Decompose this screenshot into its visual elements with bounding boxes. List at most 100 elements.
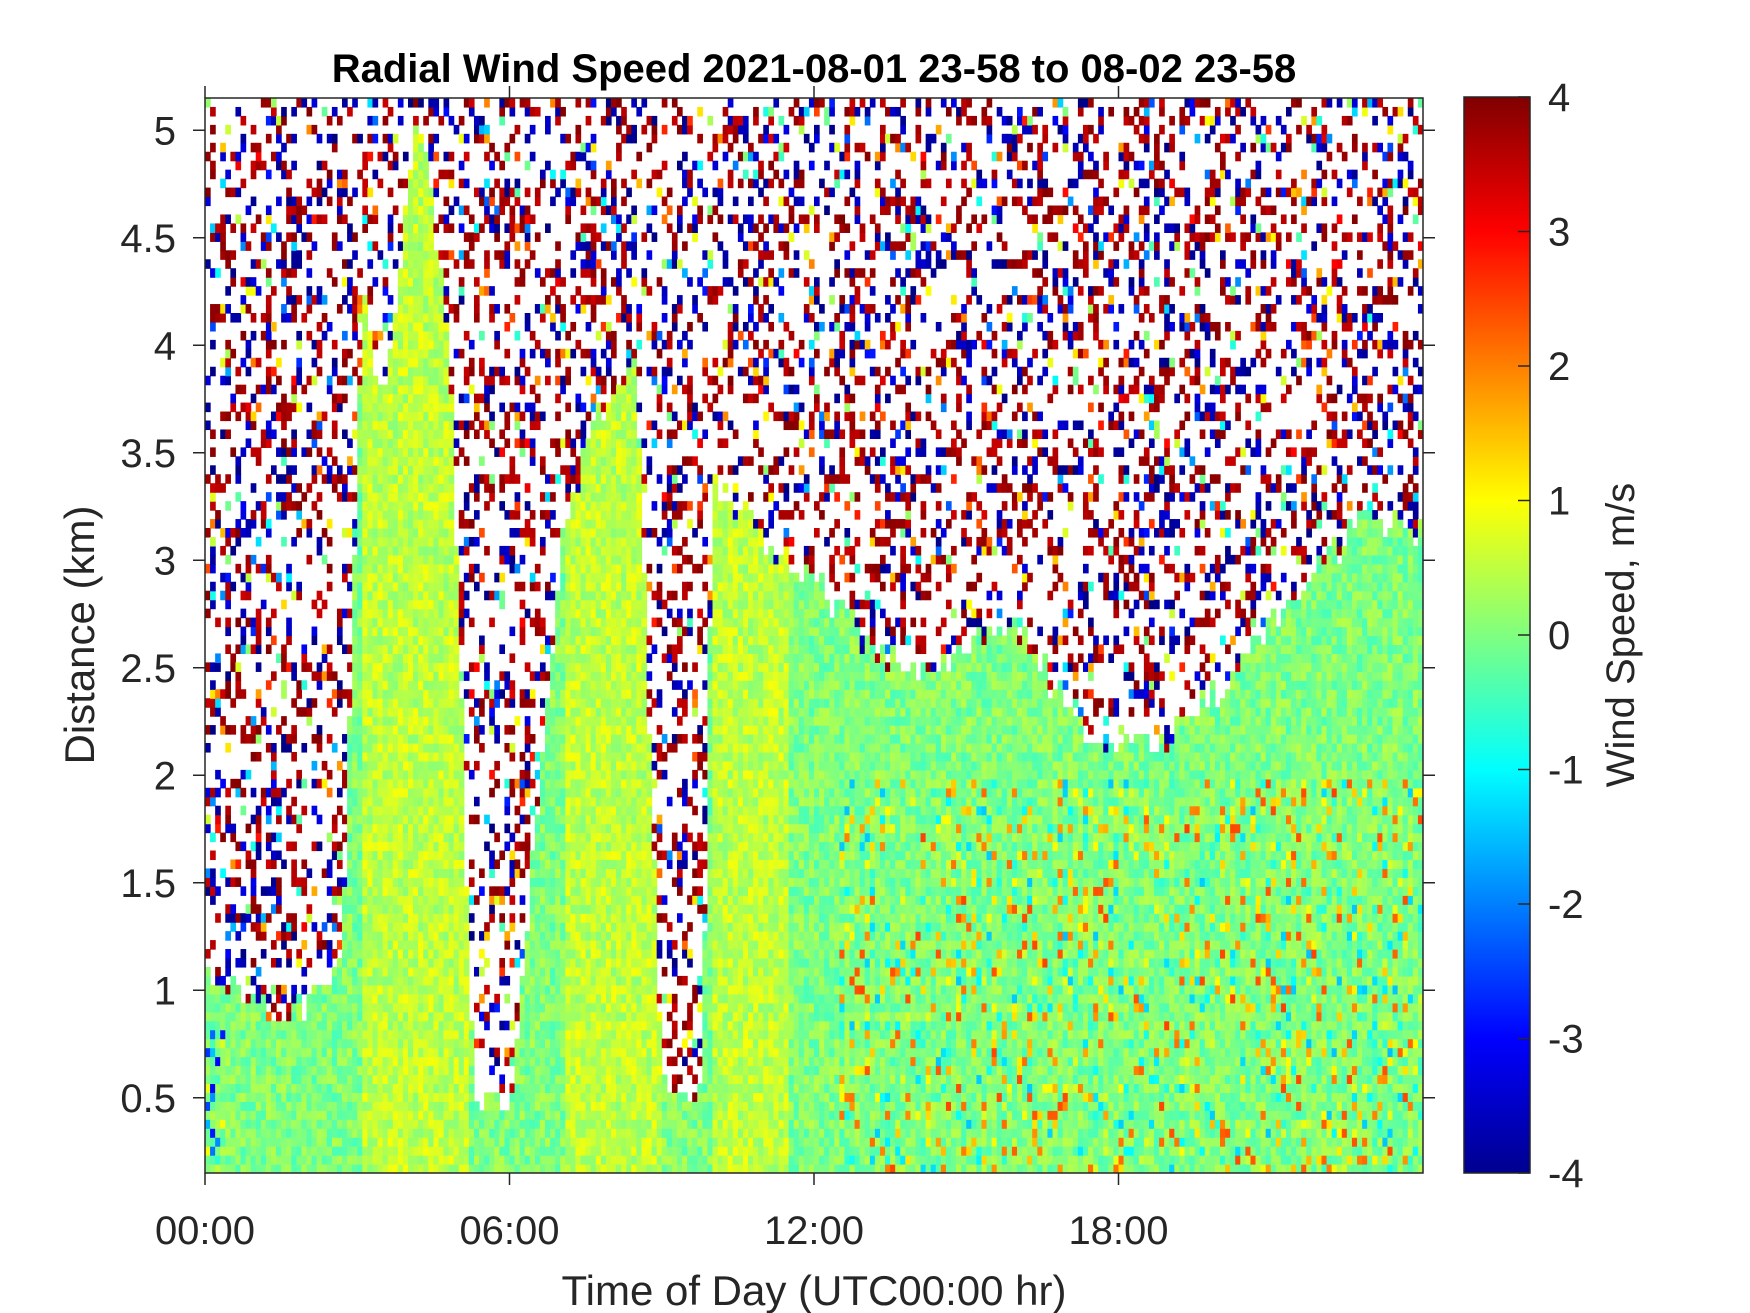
heatmap-cell bbox=[555, 1137, 561, 1147]
heatmap-cell bbox=[301, 644, 308, 655]
heatmap-cell bbox=[276, 492, 282, 502]
heatmap-cell bbox=[463, 940, 470, 950]
heatmap-cell bbox=[423, 313, 429, 323]
heatmap-cell bbox=[514, 510, 521, 520]
heatmap-cell bbox=[357, 644, 363, 655]
heatmap-cell bbox=[347, 716, 353, 726]
heatmap-cell bbox=[281, 716, 287, 726]
heatmap-cell bbox=[387, 1020, 394, 1031]
heatmap-cell bbox=[377, 832, 384, 843]
heatmap-cell bbox=[529, 868, 536, 878]
heatmap-cell bbox=[560, 304, 566, 314]
heatmap-cell bbox=[438, 949, 445, 959]
heatmap-cell bbox=[413, 1065, 419, 1076]
heatmap-cell bbox=[362, 599, 368, 610]
heatmap-cell bbox=[453, 1101, 460, 1111]
heatmap-cell bbox=[245, 1119, 252, 1129]
heatmap-cell bbox=[352, 984, 358, 995]
heatmap-cell bbox=[316, 1056, 323, 1067]
heatmap-cell bbox=[357, 1155, 363, 1165]
heatmap-cell bbox=[529, 966, 536, 977]
heatmap-cell bbox=[291, 295, 297, 305]
heatmap-cell bbox=[240, 886, 247, 896]
heatmap-cell bbox=[326, 662, 333, 672]
heatmap-cell bbox=[291, 1137, 297, 1147]
heatmap-cell bbox=[402, 617, 409, 628]
heatmap-cell bbox=[352, 787, 358, 798]
heatmap-cell bbox=[397, 725, 404, 735]
heatmap-cell bbox=[311, 984, 318, 995]
heatmap-cell bbox=[519, 528, 526, 538]
heatmap-cell bbox=[357, 483, 363, 493]
heatmap-cell bbox=[423, 295, 429, 305]
heatmap-cell bbox=[367, 1137, 374, 1147]
heatmap-cell bbox=[235, 984, 242, 995]
heatmap-cell bbox=[255, 966, 262, 977]
heatmap-cell bbox=[428, 510, 434, 520]
heatmap-cell bbox=[321, 940, 328, 950]
heatmap-cell bbox=[468, 1155, 475, 1165]
heatmap-cell bbox=[408, 402, 414, 413]
heatmap-cell bbox=[362, 465, 368, 475]
heatmap-cell bbox=[428, 850, 434, 861]
heatmap-cell bbox=[372, 671, 379, 681]
heatmap-cell bbox=[555, 644, 561, 655]
heatmap-cell bbox=[463, 259, 470, 269]
heatmap-cell bbox=[392, 1038, 399, 1049]
heatmap-cell bbox=[382, 1155, 389, 1165]
heatmap-cell bbox=[428, 707, 434, 717]
heatmap-cell bbox=[250, 357, 257, 368]
heatmap-cell bbox=[402, 330, 409, 341]
heatmap-cell bbox=[331, 366, 338, 377]
heatmap-cell bbox=[550, 1164, 556, 1173]
heatmap-cell bbox=[524, 832, 531, 843]
heatmap-cell bbox=[550, 922, 556, 932]
heatmap-cell bbox=[418, 563, 424, 574]
heatmap-cell bbox=[270, 769, 277, 780]
heatmap-cell bbox=[392, 778, 399, 789]
heatmap-cell bbox=[555, 734, 561, 744]
heatmap-cell bbox=[301, 859, 308, 870]
heatmap-cell bbox=[443, 519, 450, 529]
heatmap-cell bbox=[276, 1074, 282, 1085]
heatmap-cell bbox=[545, 1002, 551, 1013]
heatmap-cell bbox=[382, 1092, 389, 1102]
heatmap-cell bbox=[205, 420, 211, 431]
heatmap-cell bbox=[347, 1029, 353, 1040]
heatmap-cell bbox=[418, 339, 424, 350]
heatmap-cell bbox=[245, 1074, 252, 1085]
heatmap-cell bbox=[260, 993, 267, 1004]
heatmap-cell bbox=[402, 241, 409, 251]
heatmap-cell bbox=[499, 886, 506, 896]
heatmap-cell bbox=[321, 1119, 328, 1129]
heatmap-cell bbox=[550, 1029, 556, 1040]
heatmap-cell bbox=[484, 662, 490, 672]
heatmap-cell bbox=[397, 1047, 404, 1058]
heatmap-cell bbox=[291, 106, 297, 117]
heatmap-cell bbox=[413, 1056, 419, 1067]
heatmap-cell bbox=[306, 1038, 313, 1049]
heatmap-cell bbox=[418, 492, 424, 502]
heatmap-cell bbox=[519, 626, 526, 637]
heatmap-cell bbox=[545, 124, 551, 135]
heatmap-cell bbox=[387, 958, 394, 968]
heatmap-cell bbox=[539, 859, 546, 870]
heatmap-cell bbox=[205, 1146, 211, 1156]
heatmap-cell bbox=[382, 402, 389, 413]
heatmap-cell bbox=[408, 474, 414, 484]
heatmap-cell bbox=[270, 286, 277, 296]
heatmap-cell bbox=[529, 1047, 536, 1058]
heatmap-cell bbox=[382, 823, 389, 834]
heatmap-cell bbox=[240, 402, 247, 413]
heatmap-cell bbox=[438, 447, 445, 457]
heatmap-cell bbox=[413, 1038, 419, 1049]
heatmap-cell bbox=[448, 536, 455, 547]
heatmap-cell bbox=[408, 581, 414, 592]
heatmap-cell bbox=[372, 796, 379, 807]
heatmap-cell bbox=[276, 357, 282, 368]
heatmap-cell bbox=[560, 1164, 566, 1173]
heatmap-cell bbox=[291, 841, 297, 852]
heatmap-cell bbox=[210, 483, 216, 493]
heatmap-cell bbox=[377, 1110, 384, 1120]
heatmap-cell bbox=[331, 1083, 338, 1093]
